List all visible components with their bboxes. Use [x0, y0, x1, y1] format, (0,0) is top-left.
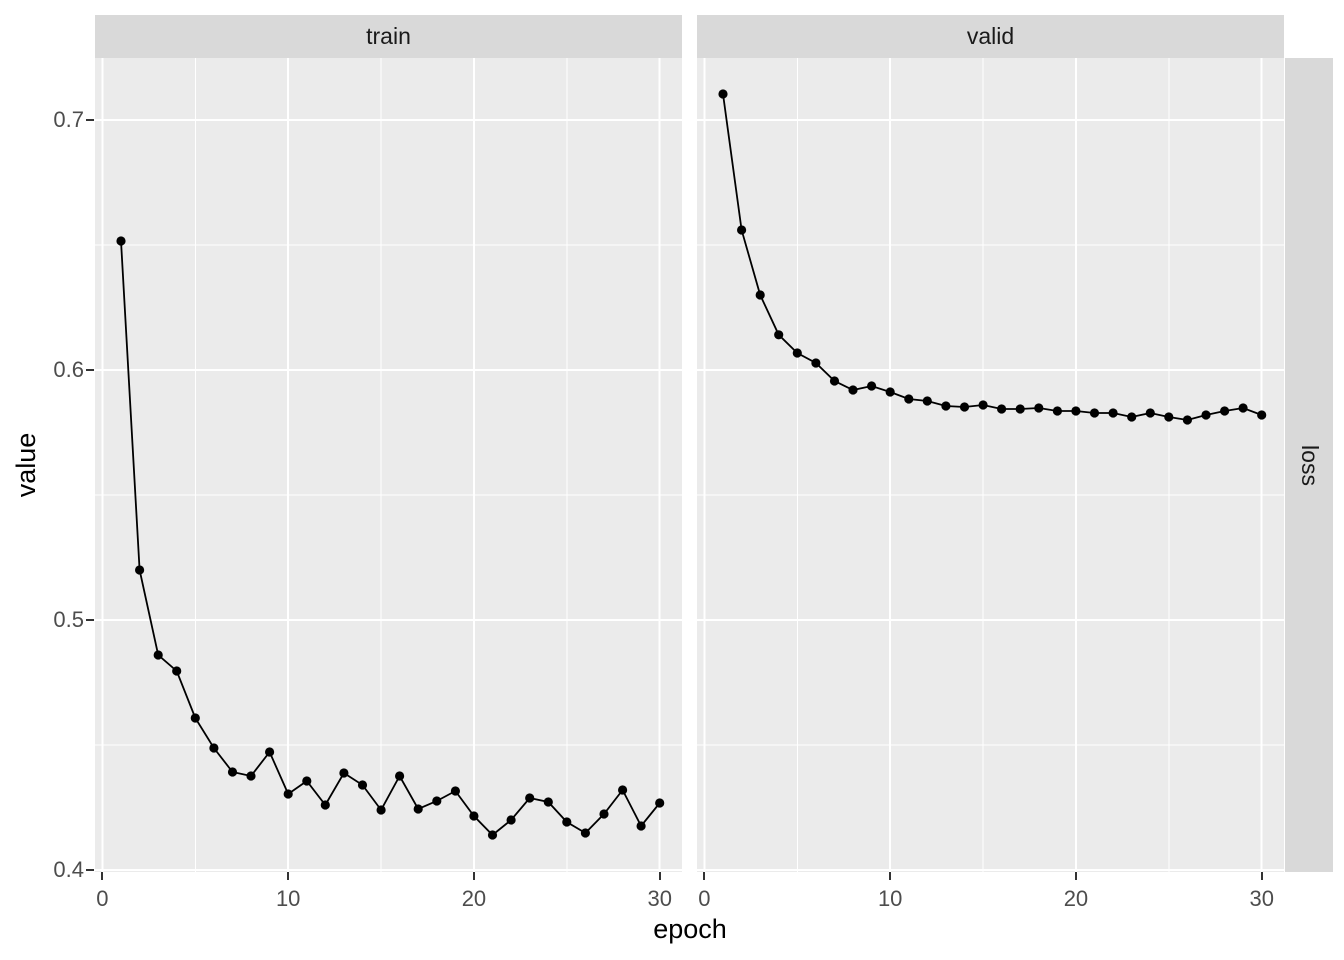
data-point: [432, 796, 442, 806]
data-point: [265, 747, 275, 757]
data-point: [227, 767, 238, 777]
data-point: [469, 811, 479, 821]
data-point: [506, 815, 516, 825]
y-tick-mark: [86, 869, 94, 871]
facet-strip-valid: valid: [697, 15, 1284, 58]
line-series-valid: [722, 93, 1263, 421]
panel-train: [95, 58, 682, 872]
plot-area-valid: [697, 58, 1284, 872]
data-point: [1071, 406, 1081, 416]
data-point: [1164, 412, 1174, 422]
data-point: [1127, 412, 1137, 422]
data-point: [487, 830, 498, 840]
x-tick-label: 10: [275, 886, 301, 911]
data-point: [599, 809, 609, 819]
y-tick-label: 0.5: [53, 607, 84, 632]
facet-strip-train-label: train: [366, 23, 411, 49]
y-tick-mark: [86, 369, 94, 371]
data-point: [246, 771, 256, 781]
data-point: [1089, 408, 1100, 418]
x-tick-label: 30: [1249, 886, 1274, 911]
data-point: [941, 401, 951, 411]
data-point: [357, 780, 368, 790]
x-tick-mark: [101, 872, 104, 880]
panel-valid: [697, 58, 1284, 872]
data-point: [1238, 403, 1248, 413]
x-tick-mark: [1260, 872, 1263, 880]
data-point: [811, 358, 821, 368]
data-point: [339, 768, 349, 778]
data-point: [1257, 410, 1267, 420]
data-point: [774, 330, 784, 340]
facet-strip-loss-label: loss: [1296, 444, 1323, 486]
data-point: [792, 348, 802, 358]
data-point: [1052, 406, 1062, 416]
data-point: [1015, 404, 1025, 414]
plot-area-train: [95, 58, 682, 872]
x-tick-mark: [1074, 872, 1077, 880]
y-tick-label: 0.6: [53, 357, 84, 382]
y-tick-label: 0.4: [53, 857, 84, 882]
x-tick-label: 0: [96, 886, 109, 911]
data-point: [153, 650, 163, 660]
data-point: [922, 396, 932, 406]
y-tick-mark: [86, 619, 94, 621]
data-point: [302, 776, 312, 786]
data-point: [737, 225, 747, 235]
data-point: [209, 743, 219, 753]
y-tick-mark: [86, 119, 94, 121]
data-point: [978, 400, 988, 410]
data-point: [580, 828, 590, 838]
data-point: [450, 786, 460, 796]
data-point: [959, 402, 970, 412]
data-point: [885, 387, 895, 397]
data-point: [395, 771, 405, 781]
data-point: [1034, 403, 1044, 413]
data-point: [283, 789, 293, 799]
data-point: [172, 666, 182, 676]
data-point: [525, 793, 535, 803]
data-point: [1182, 415, 1192, 425]
data-point: [1201, 410, 1211, 420]
data-point: [543, 797, 553, 807]
data-point: [1145, 408, 1155, 418]
y-tick-label: 0.7: [53, 107, 84, 132]
line-series-train: [120, 240, 661, 837]
data-point: [1108, 408, 1118, 418]
data-point: [413, 804, 423, 814]
x-tick-mark: [472, 872, 475, 880]
data-point: [867, 381, 877, 391]
data-point: [1220, 406, 1230, 416]
data-point: [376, 805, 386, 815]
x-tick-label: 30: [647, 886, 672, 911]
y-axis-title: value: [11, 432, 41, 498]
data-point: [904, 394, 914, 404]
data-point: [755, 290, 765, 300]
x-tick-mark: [889, 872, 892, 880]
data-point: [116, 236, 126, 246]
facet-strip-valid-label: valid: [966, 23, 1015, 49]
data-point: [848, 385, 858, 395]
data-point: [636, 821, 646, 831]
data-point: [718, 89, 728, 99]
data-point: [997, 404, 1007, 414]
x-tick-mark: [703, 872, 706, 880]
data-point: [135, 565, 145, 575]
data-point: [618, 785, 628, 795]
data-point: [562, 817, 572, 827]
x-tick-label: 20: [1063, 886, 1089, 911]
x-tick-mark: [658, 872, 661, 880]
x-tick-mark: [287, 872, 290, 880]
x-tick-label: 0: [698, 886, 711, 911]
x-tick-label: 10: [877, 886, 903, 911]
data-point: [320, 800, 330, 810]
x-tick-label: 20: [461, 886, 487, 911]
data-point: [190, 713, 200, 723]
facet-strip-loss: loss: [1285, 58, 1333, 872]
x-axis-title: epoch: [653, 914, 727, 944]
facet-strip-train: train: [95, 15, 682, 58]
data-point: [829, 376, 840, 386]
data-point: [655, 798, 665, 808]
